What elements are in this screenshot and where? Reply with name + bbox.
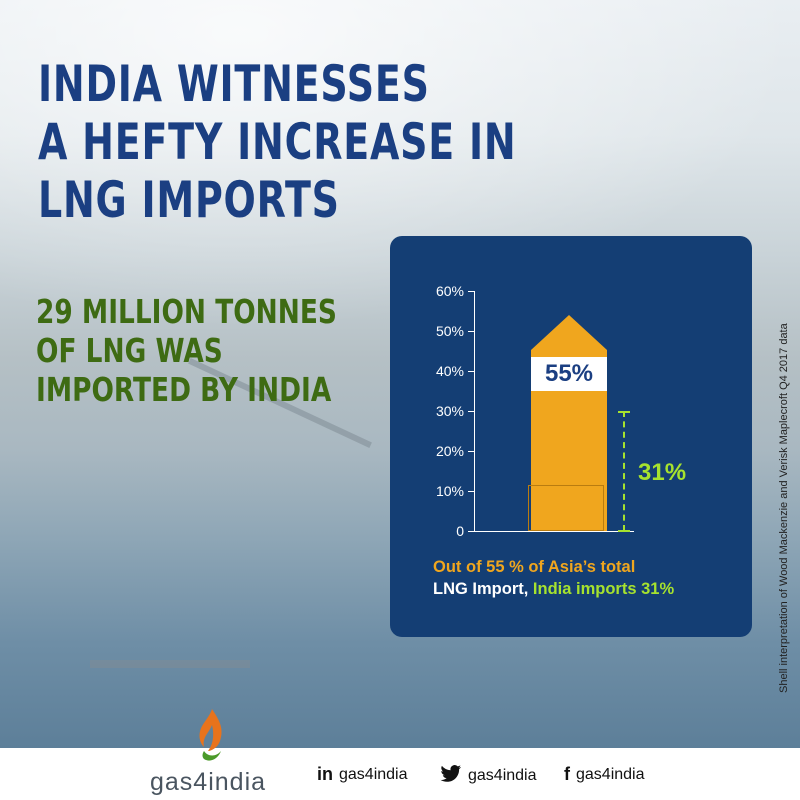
facebook-link[interactable]: f gas4india	[564, 764, 645, 785]
value-label-31: 31%	[638, 459, 687, 486]
bar-inner-box	[528, 485, 604, 531]
y-tick-mark	[468, 531, 474, 532]
facebook-icon: f	[564, 764, 570, 784]
y-axis-line	[474, 291, 475, 532]
headline-line-2: A HEFTY INCREASE IN	[38, 113, 517, 171]
y-tick-mark	[468, 411, 474, 412]
background-jetty	[90, 660, 250, 668]
x-axis-line	[474, 531, 634, 532]
headline-line-1: INDIA WITNESSES	[38, 55, 430, 113]
twitter-link[interactable]: gas4india	[440, 764, 537, 787]
y-tick-mark	[468, 371, 474, 372]
y-tick-label: 0	[456, 523, 464, 539]
headline-line-3: LNG IMPORTS	[38, 171, 340, 229]
value-label-55: 55%	[544, 360, 594, 387]
y-tick-mark	[468, 451, 474, 452]
twitter-icon	[440, 764, 462, 787]
y-tick-mark	[468, 291, 474, 292]
y-tick-mark	[468, 331, 474, 332]
caption-part-3: India imports 31%	[532, 580, 675, 598]
brand-wordmark: gas4india	[150, 768, 267, 796]
source-note-text: Shell interpretation of Wood Mackenzie a…	[778, 323, 790, 693]
bracket-cap-bottom	[618, 530, 630, 532]
linkedin-handle: gas4india	[339, 765, 408, 783]
chart-caption: Out of 55 % of Asia’s total LNG Import, …	[433, 556, 674, 600]
bracket-cap-top	[618, 411, 630, 413]
y-tick-label: 60%	[435, 283, 464, 299]
linkedin-icon: in	[317, 764, 333, 784]
subheadline-line-3: IMPORTED BY INDIA	[36, 370, 332, 409]
headline: INDIA WITNESSES A HEFTY INCREASE IN LNG …	[38, 55, 516, 229]
footer-bar	[0, 748, 800, 800]
subheadline-line-2: OF LNG WAS	[36, 331, 223, 370]
y-tick-label: 40%	[435, 363, 464, 379]
y-tick-label: 10%	[435, 483, 464, 499]
y-tick-label: 30%	[435, 403, 464, 419]
subheadline: 29 MILLION TONNES OF LNG WAS IMPORTED BY…	[36, 292, 337, 409]
y-tick-label: 20%	[435, 443, 464, 459]
facebook-handle: gas4india	[576, 765, 645, 783]
y-tick-mark	[468, 491, 474, 492]
subheadline-line-1: 29 MILLION TONNES	[36, 292, 337, 331]
y-tick-label: 50%	[435, 323, 464, 339]
india-share-bracket	[623, 411, 625, 531]
gas-flame-logo-icon	[199, 709, 222, 761]
value-label-bg	[531, 357, 607, 391]
twitter-handle: gas4india	[468, 766, 537, 784]
bar-asia-arrowhead	[531, 315, 607, 350]
linkedin-link[interactable]: in gas4india	[317, 764, 408, 785]
caption-part-1: Out of 55 % of Asia’s total	[433, 558, 636, 576]
caption-part-2: LNG Import,	[433, 580, 533, 598]
